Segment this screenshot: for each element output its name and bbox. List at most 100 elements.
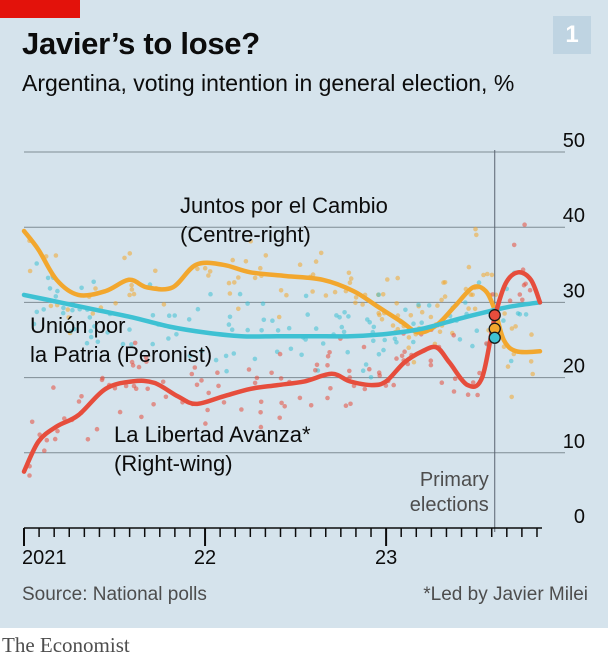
poll-dot xyxy=(70,307,75,313)
poll-dot xyxy=(199,378,204,383)
poll-dot xyxy=(334,313,339,318)
poll-dot xyxy=(406,335,412,340)
poll-dot xyxy=(362,386,368,392)
poll-dot xyxy=(394,356,399,361)
poll-dot xyxy=(276,314,282,320)
poll-dot xyxy=(85,437,91,442)
poll-dot xyxy=(353,300,358,306)
poll-dot xyxy=(151,402,156,407)
poll-dot xyxy=(394,301,400,306)
poll-dot xyxy=(377,373,383,378)
poll-dot xyxy=(507,298,513,304)
poll-dot xyxy=(470,380,476,385)
series-labels: Juntos por el Cambio (Centre-right) Unión … xyxy=(30,193,388,476)
poll-dot xyxy=(505,364,511,369)
series-line-juntos xyxy=(21,228,543,355)
poll-dot xyxy=(325,354,331,359)
primary-marker-union xyxy=(488,331,501,344)
x-tick-label: 22 xyxy=(194,547,216,569)
poll-dot xyxy=(313,326,319,331)
poll-dot xyxy=(129,287,135,292)
poll-dot xyxy=(199,348,204,354)
poll-dot xyxy=(236,275,241,280)
poll-dot xyxy=(215,370,220,376)
poll-dot xyxy=(481,272,486,278)
y-tick-labels: 0 10 20 30 40 50 xyxy=(563,130,585,528)
poll-dot xyxy=(245,327,250,333)
series-label-libertad: (Right-wing) xyxy=(114,451,233,476)
poll-dot xyxy=(275,328,281,333)
poll-dot xyxy=(508,358,514,364)
poll-dot xyxy=(150,341,155,347)
poll-dot xyxy=(143,355,149,360)
poll-dot xyxy=(382,337,388,343)
brand-red-tab xyxy=(0,0,80,18)
y-tick-label: 30 xyxy=(563,280,585,302)
poll-dot xyxy=(189,371,195,377)
poll-dot xyxy=(299,352,304,358)
poll-dot xyxy=(509,326,515,331)
poll-dot xyxy=(186,317,192,322)
poll-dot xyxy=(426,303,432,308)
poll-dot xyxy=(144,359,149,364)
series-label-juntos: Juntos por el Cambio xyxy=(180,193,388,218)
x-tick-label: 2021 xyxy=(22,547,67,569)
poll-dot xyxy=(411,339,416,345)
poll-dot xyxy=(348,401,353,407)
poll-dot xyxy=(320,341,326,346)
poll-dot xyxy=(66,315,71,320)
poll-dot xyxy=(367,366,372,372)
poll-dot xyxy=(342,310,347,315)
poll-dot xyxy=(226,280,232,286)
poll-dot xyxy=(122,255,127,261)
poll-dot xyxy=(521,282,527,288)
poll-dot xyxy=(79,394,84,399)
poll-dot xyxy=(61,305,66,311)
poll-dot xyxy=(411,321,416,327)
poll-dot xyxy=(371,324,377,330)
series-label-juntos: (Centre-right) xyxy=(180,222,311,247)
poll-dot xyxy=(406,345,412,351)
poll-dot xyxy=(84,340,90,346)
poll-dot xyxy=(133,386,139,392)
poll-dot xyxy=(62,416,67,421)
poll-dot xyxy=(339,324,345,330)
poll-dot xyxy=(129,282,134,288)
poll-dot xyxy=(248,238,253,244)
poll-dot xyxy=(65,307,71,312)
poll-dot xyxy=(437,329,443,335)
poll-dot xyxy=(227,291,233,296)
poll-dot xyxy=(216,383,221,389)
y-tick-label: 0 xyxy=(574,506,585,528)
poll-dot xyxy=(343,403,349,409)
poll-dot xyxy=(520,297,525,303)
poll-dot xyxy=(392,336,398,342)
poll-dot xyxy=(202,265,208,271)
poll-dot xyxy=(313,368,318,373)
poll-dot xyxy=(31,321,37,327)
poll-dot xyxy=(136,364,142,370)
poll-dot xyxy=(53,294,59,299)
poll-dot xyxy=(224,368,229,374)
poll-dot xyxy=(55,428,60,434)
poll-dot xyxy=(129,359,135,365)
poll-dot xyxy=(94,426,100,432)
poll-dot xyxy=(402,349,407,355)
poll-dot xyxy=(259,328,264,333)
poll-dot xyxy=(246,367,252,372)
poll-dot xyxy=(282,404,288,409)
poll-dot xyxy=(192,365,198,370)
poll-dot xyxy=(150,313,156,318)
poll-dot xyxy=(263,253,269,258)
poll-dot xyxy=(390,323,396,328)
series-label-libertad: La Libertad Avanza* xyxy=(114,422,311,447)
poll-dot xyxy=(403,307,408,313)
poll-dot xyxy=(213,357,219,363)
poll-dot xyxy=(297,262,303,268)
poll-dot xyxy=(113,301,118,306)
poll-dot xyxy=(416,302,421,308)
poll-dot xyxy=(490,292,496,297)
poll-dot xyxy=(470,292,475,298)
poll-dot xyxy=(303,293,309,299)
poll-dot xyxy=(195,306,201,312)
